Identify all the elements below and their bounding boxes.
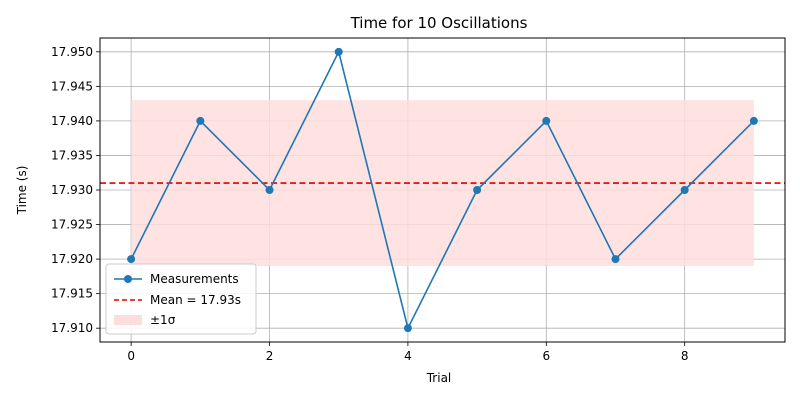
legend-band-label: ±1σ xyxy=(150,313,176,327)
data-point xyxy=(196,116,205,125)
x-tick-label: 2 xyxy=(266,349,274,363)
data-point xyxy=(403,324,412,333)
x-tick-label: 8 xyxy=(681,349,689,363)
y-tick-label: 17.930 xyxy=(51,183,93,197)
y-tick-label: 17.920 xyxy=(51,252,93,266)
data-point xyxy=(542,116,551,125)
data-point xyxy=(611,255,620,264)
x-tick-label: 4 xyxy=(404,349,412,363)
x-axis-label: Trial xyxy=(426,371,452,385)
data-point xyxy=(680,186,689,194)
legend-mean-label: Mean = 17.93s xyxy=(150,293,241,307)
data-point xyxy=(334,47,343,56)
data-point xyxy=(127,255,136,264)
y-tick-label: 17.935 xyxy=(51,148,93,162)
legend-box xyxy=(105,263,257,335)
data-point xyxy=(265,186,274,194)
y-tick-label: 17.945 xyxy=(51,79,93,93)
y-tick-label: 17.915 xyxy=(51,287,93,301)
y-tick-label: 17.910 xyxy=(51,321,93,335)
legend-measurements-label: Measurements xyxy=(150,272,239,286)
y-axis-label: Time (s) xyxy=(15,166,29,216)
y-tick-label: 17.925 xyxy=(51,218,93,232)
x-tick-label: 6 xyxy=(542,349,550,363)
legend-measurements-marker xyxy=(124,275,132,283)
data-point xyxy=(749,116,758,125)
legend-band-swatch xyxy=(114,315,142,325)
y-tick-label: 17.940 xyxy=(51,114,93,128)
y-tick-label: 17.950 xyxy=(51,45,93,59)
data-point xyxy=(473,186,482,194)
chart-title: Time for 10 Oscillations xyxy=(350,14,528,32)
x-tick-label: 0 xyxy=(127,349,135,363)
legend: Measurements Mean = 17.93s ±1σ xyxy=(105,263,257,335)
series-line xyxy=(130,49,755,331)
